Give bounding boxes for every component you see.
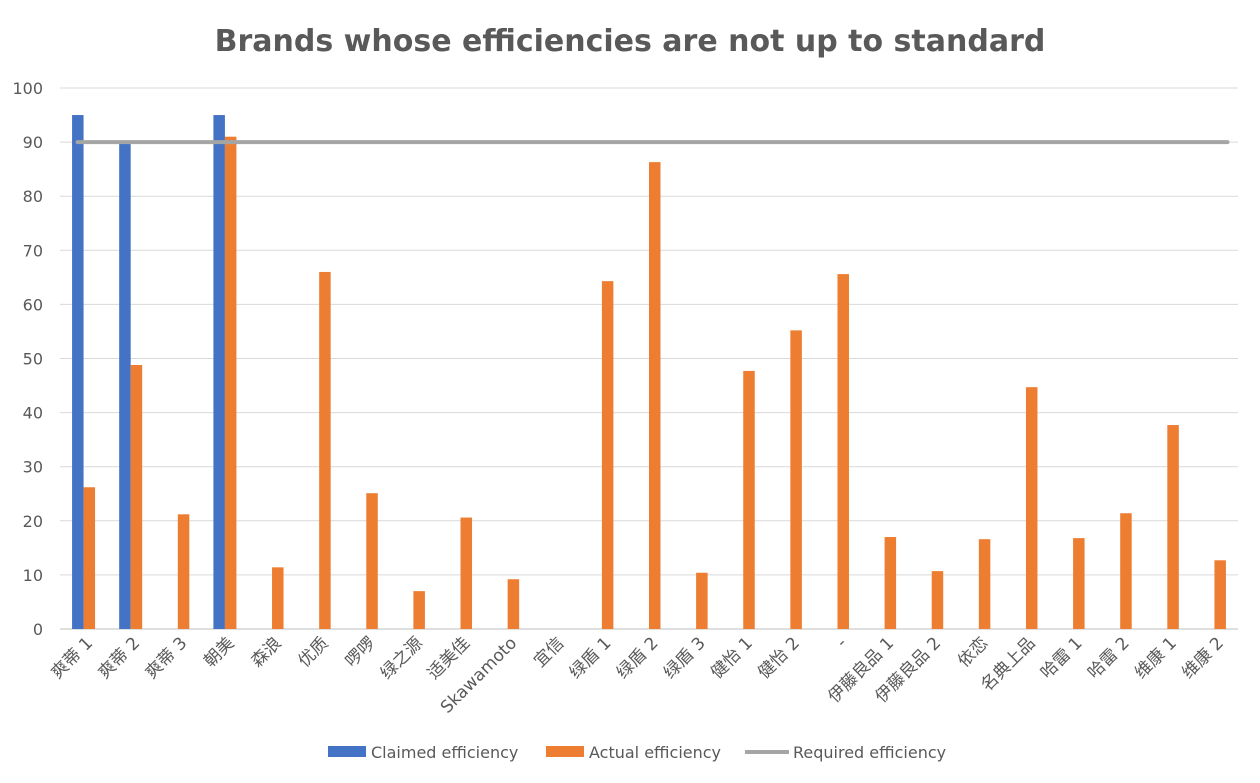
bar [460,517,473,629]
bar [1214,560,1226,629]
y-tick-label: 50 [23,350,43,369]
y-tick-label: 60 [23,295,43,314]
bar [790,330,802,629]
legend-swatch [328,746,366,757]
x-category-label: 哈雷 2 [1084,633,1134,683]
x-category-label: 绿盾 3 [660,633,710,683]
y-tick-label: 80 [23,187,43,206]
legend-label: Actual efficiency [589,743,721,762]
x-category-label: 依恋 [953,633,992,672]
x-category-label: 爽蒂 1 [47,633,97,683]
y-tick-label: 100 [12,79,43,98]
bar [884,537,897,629]
x-category-label: 绿盾 1 [566,633,616,683]
x-category-label: 健怡 1 [707,633,757,683]
y-tick-label: 40 [23,404,43,423]
bar [319,271,331,629]
bar [213,115,225,630]
bar [130,364,143,629]
x-category-label: 哈雷 1 [1037,633,1087,683]
y-tick-label: 90 [23,133,43,152]
legend-label: Claimed efficiency [371,743,518,762]
x-category-label: 维康 2 [1178,633,1228,683]
x-category-label: 优质 [295,633,333,671]
y-tick-label: 20 [23,512,43,531]
x-category-label: 维康 1 [1131,633,1181,683]
bar [743,370,755,629]
x-category-label: - [833,633,851,651]
bar [72,115,84,630]
bar [1120,513,1132,629]
bar [978,539,991,629]
x-category-label: 健怡 2 [754,633,804,683]
x-category-label: 爽蒂 2 [95,633,145,683]
bar [119,142,131,629]
x-category-label: 啰啰 [342,633,380,671]
bar [366,493,378,629]
bar [83,487,96,629]
legend: Claimed efficiency Actual efficiency Requi… [328,743,946,762]
bar [177,514,190,629]
bar [837,274,849,629]
bar [649,162,661,629]
legend-label: Required efficiency [793,743,946,762]
x-category-label: 绿盾 2 [613,633,663,683]
legend-swatch [546,746,584,757]
x-category-label: 绿之源 [377,633,427,683]
x-category-label: 爽蒂 3 [142,633,192,683]
y-tick-label: 10 [23,566,43,585]
x-category-label: 宜信 [530,633,568,671]
bar [696,572,708,629]
bar [224,136,237,629]
x-category-label: 森浪 [247,633,285,671]
x-category-label: 朝美 [200,633,238,671]
bar [1073,538,1085,629]
bar [507,579,520,629]
bar [272,567,284,629]
bar [413,591,425,629]
y-axis-ticks: 0 10 20 30 40 50 60 70 80 90 100 [12,79,43,639]
bar [1025,387,1038,629]
chart-title: Brands whose efficiencies are not up to … [215,24,1046,59]
y-tick-label: 0 [33,620,43,639]
bar [1167,425,1179,629]
y-tick-label: 70 [23,241,43,260]
y-tick-label: 30 [23,458,43,477]
bar [931,571,944,629]
bar [601,281,614,629]
bars [72,115,1226,630]
